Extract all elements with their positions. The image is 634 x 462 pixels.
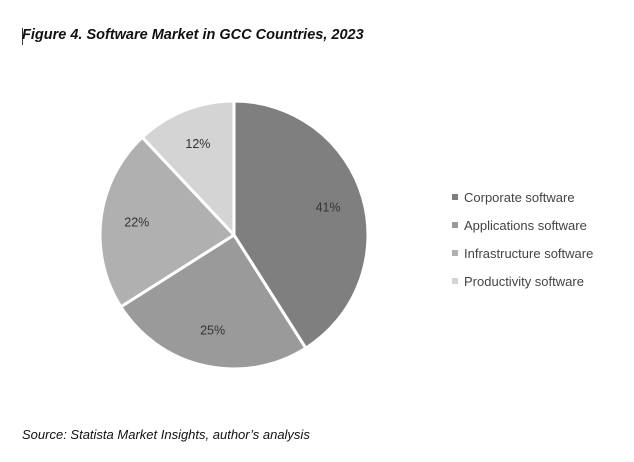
legend-item-corporate: Corporate software [452,183,593,211]
pie-slice-productivity [140,99,236,237]
source-note: Source: Statista Market Insights, author… [22,427,310,442]
pie-value-label-corporate: 41% [316,201,341,215]
legend-swatch-infrastructure [452,250,458,256]
pie-slices [98,99,370,371]
legend-item-applications: Applications software [452,211,593,239]
legend-swatch-corporate [452,194,458,200]
legend-item-infrastructure: Infrastructure software [452,239,593,267]
pie-value-label-productivity: 12% [185,137,210,151]
pie-slice-applications [119,233,308,371]
pie-slice-infrastructure [98,135,236,309]
chart-legend: Corporate software Applications software… [452,183,593,295]
text-cursor-mark [22,28,23,45]
legend-item-productivity: Productivity software [452,267,593,295]
legend-label-productivity: Productivity software [464,273,584,289]
legend-label-infrastructure: Infrastructure software [464,245,594,261]
pie-value-label-applications: 25% [200,324,225,338]
legend-swatch-applications [452,222,458,228]
figure-title: Figure 4. Software Market in GCC Countri… [22,27,364,43]
legend-label-corporate: Corporate software [464,189,575,205]
legend-label-applications: Applications software [464,217,587,233]
pie-value-labels: 41% 25% 22% 12% [124,137,340,338]
pie-value-label-infrastructure: 22% [124,216,149,230]
legend-swatch-productivity [452,278,458,284]
